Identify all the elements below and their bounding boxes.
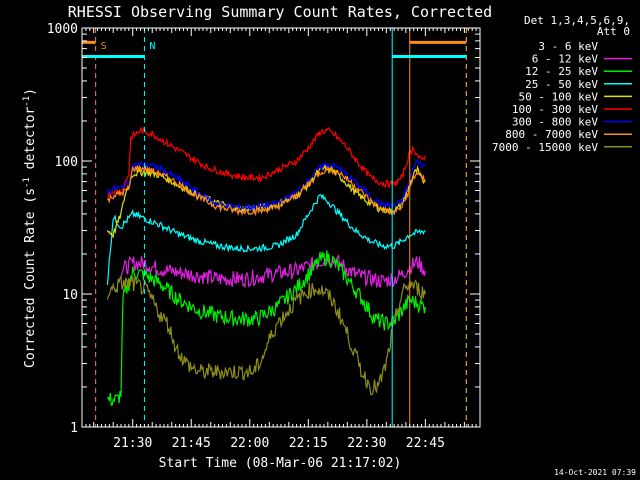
x-tick-label-3: 22:15 bbox=[289, 436, 328, 451]
series-line-7 bbox=[107, 164, 426, 217]
x-tick-label-2: 22:00 bbox=[230, 436, 269, 451]
x-tick-label-1: 21:45 bbox=[172, 436, 211, 451]
x-axis-label: Start Time (08-Mar-06 21:17:02) bbox=[159, 456, 402, 471]
series-line-6 bbox=[106, 159, 426, 212]
series-line-1 bbox=[120, 253, 426, 289]
legend-header-1: Att 0 bbox=[597, 25, 630, 38]
y-tick-label-1: 10 bbox=[62, 288, 78, 303]
y-axis-label: Corrected Count Rate (s-1 detector-1) bbox=[22, 88, 38, 368]
legend-label-8: 7000 - 15000 keV bbox=[492, 141, 598, 154]
y-tick-label-3: 1000 bbox=[47, 22, 78, 37]
y-axis-label-sup2: -1 bbox=[22, 96, 32, 107]
y-axis-label-sup1: -1 bbox=[22, 177, 32, 188]
marker-label-0: S bbox=[101, 41, 107, 52]
chart-title: RHESSI Observing Summary Count Rates, Co… bbox=[68, 3, 492, 21]
legend-label-6: 300 - 800 keV bbox=[512, 116, 598, 129]
legend-label-4: 50 - 100 keV bbox=[519, 90, 599, 103]
series-line-2 bbox=[106, 250, 426, 407]
legend-label-3: 25 - 50 keV bbox=[525, 78, 598, 91]
timestamp: 14-Oct-2021 07:39 bbox=[554, 468, 636, 477]
series-line-5 bbox=[106, 126, 426, 199]
series-layer bbox=[106, 126, 430, 407]
y-tick-label-2: 100 bbox=[55, 155, 78, 170]
series-line-3 bbox=[106, 193, 426, 286]
y-axis: 1 10 100 1000 bbox=[47, 22, 480, 436]
x-tick-label-5: 22:45 bbox=[406, 436, 445, 451]
x-tick-label-0: 21:30 bbox=[113, 436, 152, 451]
legend-label-2: 12 - 25 keV bbox=[525, 65, 598, 78]
legend-label-7: 800 - 7000 keV bbox=[505, 128, 598, 141]
y-axis-label-mid: detector bbox=[23, 107, 38, 178]
legend-label-1: 6 - 12 keV bbox=[532, 53, 599, 66]
y-axis-label-main: Corrected Count Rate (s bbox=[23, 188, 38, 368]
y-tick-label-0: 1 bbox=[70, 421, 78, 436]
x-tick-label-4: 22:30 bbox=[347, 436, 386, 451]
series-line-8 bbox=[106, 275, 426, 396]
y-axis-label-end: ) bbox=[23, 88, 38, 96]
x-axis: 21:30 21:45 22:00 22:15 22:30 22:45 bbox=[85, 28, 477, 451]
legend-header-0: Det 1,3,4,5,6,9, bbox=[524, 14, 630, 27]
marker-label-1: N bbox=[149, 41, 155, 52]
legend-label-5: 100 - 300 keV bbox=[512, 103, 598, 116]
legend-label-0: 3 - 6 keV bbox=[538, 40, 598, 53]
